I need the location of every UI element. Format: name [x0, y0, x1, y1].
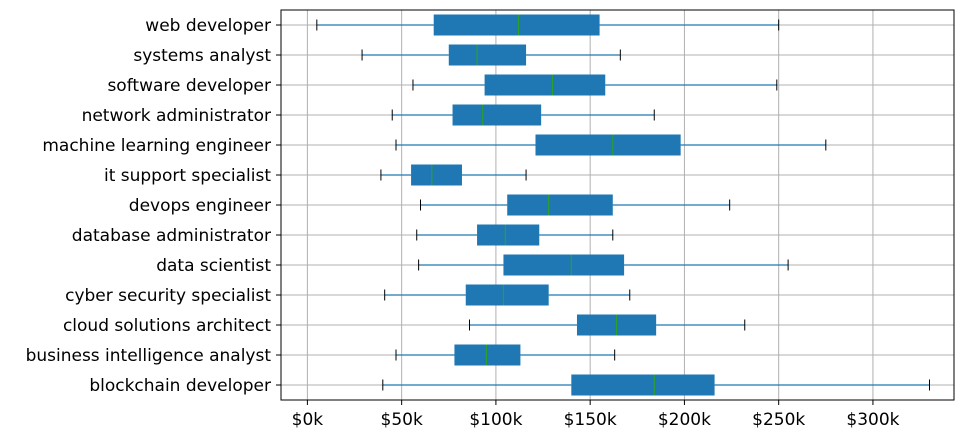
x-tick-label-1: $50k: [381, 410, 423, 430]
y-tick-label-5: it support specialist: [104, 166, 271, 186]
x-tick-label-4: $200k: [658, 410, 711, 430]
box-iqr: [535, 134, 681, 156]
y-tick-label-10: cloud solutions architect: [63, 316, 271, 336]
box-10: [469, 314, 746, 336]
box-7: [416, 224, 614, 246]
y-tick-label-6: devops engineer: [129, 196, 271, 216]
box-iqr: [452, 104, 542, 126]
box-layer: [316, 14, 930, 396]
box-5: [380, 164, 527, 186]
y-tick-label-12: blockchain developer: [89, 376, 271, 396]
x-tick-label-3: $150k: [564, 410, 617, 430]
x-tick-label-2: $100k: [469, 410, 522, 430]
box-iqr: [477, 224, 540, 246]
box-iqr: [571, 374, 715, 396]
box-iqr: [507, 194, 613, 216]
y-tick-label-8: data scientist: [156, 256, 271, 276]
tick-layer: [276, 24, 874, 405]
y-tick-label-7: database administrator: [72, 226, 271, 246]
box-iqr: [503, 254, 625, 276]
box-8: [418, 254, 789, 276]
box-iqr: [454, 344, 521, 366]
box-iqr: [465, 284, 549, 306]
y-tick-label-3: network administrator: [82, 106, 271, 126]
box-2: [412, 74, 778, 96]
box-11: [395, 344, 616, 366]
box-0: [316, 14, 780, 36]
box-iqr: [448, 44, 527, 66]
y-tick-label-0: web developer: [145, 16, 271, 36]
box-1: [361, 44, 621, 66]
box-iqr: [433, 14, 600, 36]
box-9: [384, 284, 631, 306]
box-iqr: [484, 74, 606, 96]
box-3: [391, 104, 655, 126]
label-layer: $0k $50k $100k $150k $200k $250k $300k web deve…: [26, 16, 900, 430]
y-tick-label-11: business intelligence analyst: [26, 346, 272, 366]
y-tick-label-9: cyber security specialist: [65, 286, 271, 306]
y-tick-label-2: software developer: [107, 76, 271, 96]
y-tick-label-4: machine learning engineer: [42, 136, 271, 156]
box-4: [395, 134, 827, 156]
y-tick-label-1: systems analyst: [133, 46, 271, 66]
box-6: [420, 194, 731, 216]
x-tick-label-6: $300k: [846, 410, 899, 430]
x-tick-label-0: $0k: [292, 410, 324, 430]
x-tick-label-5: $250k: [752, 410, 805, 430]
box-12: [382, 374, 930, 396]
box-iqr: [411, 164, 462, 186]
